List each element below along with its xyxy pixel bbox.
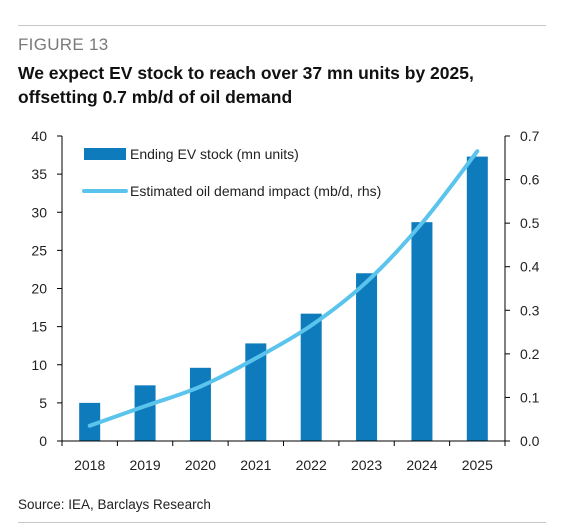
bar-2023 <box>356 273 378 441</box>
y-left-tick-label: 10 <box>31 357 47 373</box>
line-group <box>87 149 480 428</box>
y-left-tick-label: 35 <box>31 166 47 182</box>
y-right-tick-label: 0.4 <box>520 259 540 275</box>
oil-demand-line <box>87 149 480 428</box>
y-left-tick-label: 15 <box>31 319 47 335</box>
y-right-tick-label: 0.5 <box>520 215 540 231</box>
x-tick-label-2018: 2018 <box>74 457 105 473</box>
y-right-tick-label: 0.0 <box>520 433 540 449</box>
bar-2019 <box>134 385 156 441</box>
top-rule <box>18 25 546 26</box>
source-note: Source: IEA, Barclays Research <box>18 497 211 512</box>
y-right-tick-label: 0.2 <box>520 346 540 362</box>
y-right-tick-label: 0.6 <box>520 172 540 188</box>
x-tick-label-2024: 2024 <box>406 457 437 473</box>
legend-bar-label: Ending EV stock (mn units) <box>130 146 299 162</box>
x-tick-label-2020: 2020 <box>185 457 216 473</box>
y-left-tick-label: 30 <box>31 204 47 220</box>
bar-2025 <box>466 156 488 441</box>
bar-2020 <box>189 367 211 441</box>
bars-group <box>79 156 488 441</box>
y-left-tick-label: 20 <box>31 281 47 297</box>
figure-label: FIGURE 13 <box>18 35 109 54</box>
y-right-tick-label: 0.7 <box>520 128 540 144</box>
y-left-tick-label: 40 <box>31 128 47 144</box>
chart-title: We expect EV stock to reach over 37 mn u… <box>18 63 474 107</box>
y-right-tick-label: 0.3 <box>520 302 540 318</box>
legend-bar-swatch <box>84 148 126 160</box>
bar-2022 <box>300 313 322 441</box>
x-tick-label-2021: 2021 <box>240 457 271 473</box>
legend: Ending EV stock (mn units) Estimated oil… <box>82 146 381 199</box>
y-right-tick-label: 0.1 <box>520 389 540 405</box>
x-tick-label-2022: 2022 <box>296 457 327 473</box>
y-left-tick-label: 5 <box>39 395 47 411</box>
bar-2018 <box>79 402 101 441</box>
bar-2021 <box>245 343 267 441</box>
x-tick-label-2023: 2023 <box>351 457 382 473</box>
y-left-tick-label: 25 <box>31 242 47 258</box>
bar-2024 <box>411 222 433 441</box>
axes-group: 05101520253035400.00.10.20.30.40.50.60.7… <box>31 128 539 473</box>
x-tick-label-2025: 2025 <box>462 457 493 473</box>
legend-line-label: Estimated oil demand impact (mb/d, rhs) <box>130 183 381 199</box>
y-left-tick-label: 0 <box>39 433 47 449</box>
x-tick-label-2019: 2019 <box>129 457 160 473</box>
